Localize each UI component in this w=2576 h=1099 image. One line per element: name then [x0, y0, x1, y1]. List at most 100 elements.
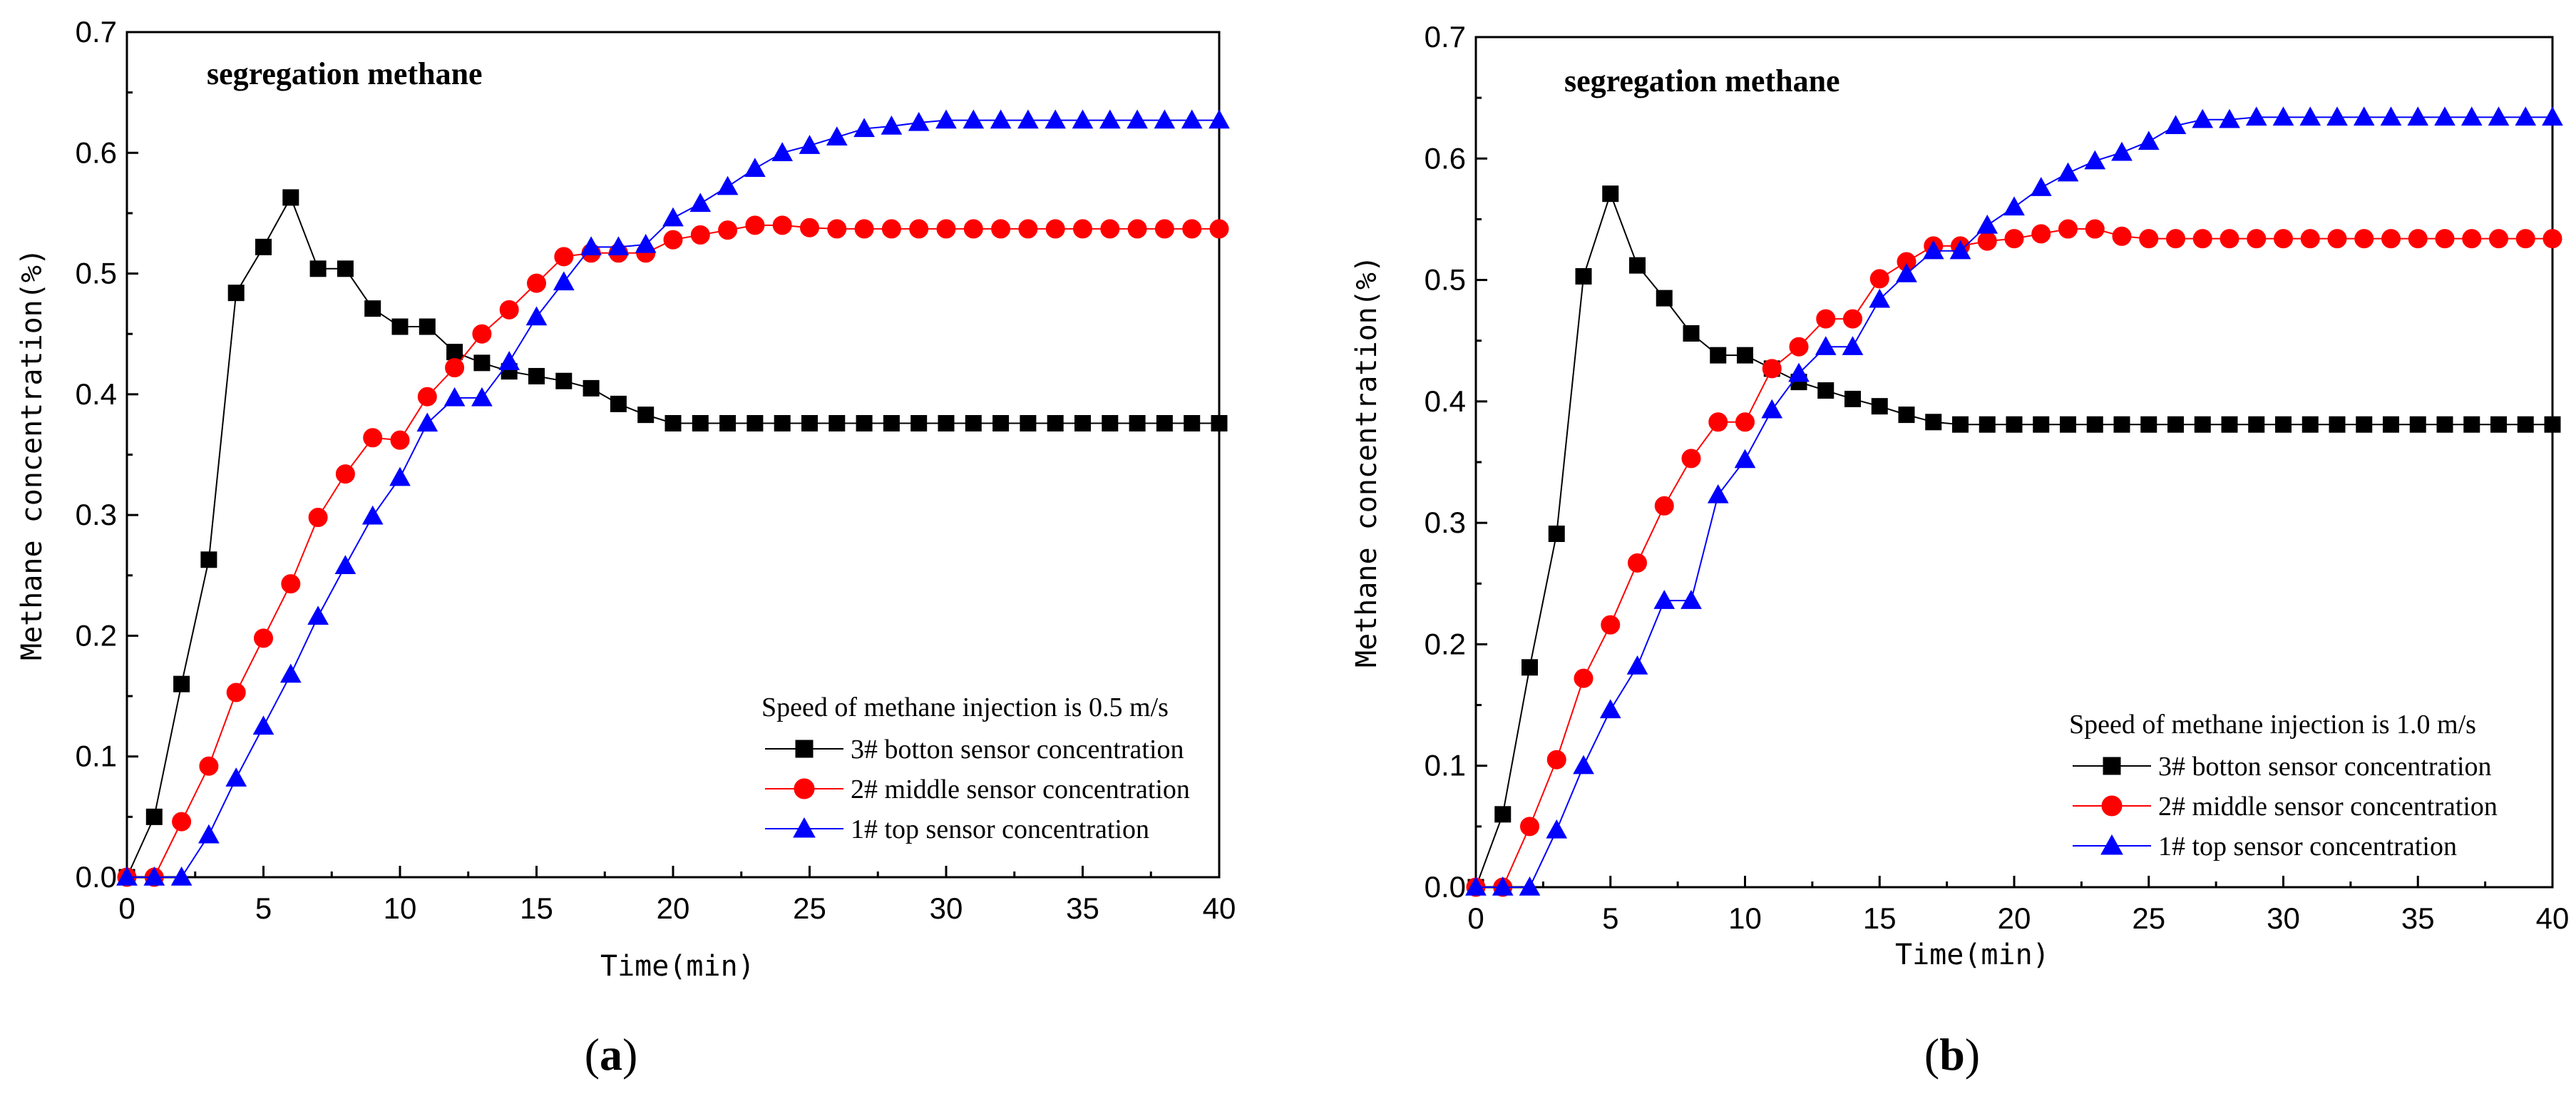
- data-point: [1656, 290, 1673, 307]
- data-point: [1761, 399, 1783, 419]
- data-point: [419, 318, 436, 335]
- data-point: [910, 414, 928, 431]
- data-point: [307, 605, 329, 625]
- legend-title: Speed of methane injection is 1.0 m/s: [2069, 710, 2476, 740]
- data-point: [2462, 229, 2482, 249]
- data-point: [254, 628, 273, 648]
- data-point: [1871, 398, 1888, 415]
- data-point: [771, 142, 794, 161]
- legend-label: 1# top sensor concentration: [2158, 832, 2457, 862]
- data-point: [580, 236, 602, 256]
- data-point: [1653, 590, 1676, 609]
- data-point: [145, 808, 163, 825]
- data-point: [637, 407, 655, 424]
- data-point: [1816, 309, 1836, 329]
- y-tick-label: 0.6: [76, 136, 117, 169]
- x-tick-label: 5: [1602, 901, 1618, 935]
- legend-label: 2# middle sensor concentration: [851, 775, 1190, 804]
- data-point: [2329, 416, 2346, 433]
- data-point: [1127, 109, 1148, 129]
- data-point: [1654, 496, 1674, 516]
- data-point: [745, 215, 765, 235]
- y-tick-label: 0.5: [1425, 263, 1466, 297]
- y-tick-label: 0.5: [76, 257, 117, 290]
- data-point: [143, 866, 165, 886]
- data-point: [744, 158, 766, 177]
- data-point: [1815, 336, 1837, 355]
- data-point: [664, 414, 682, 431]
- chart-panel-a: 0 5 10 15 20 25 30 35 40 0.00.10.20.30.40.50.60.…: [16, 15, 1236, 1080]
- data-point: [1628, 553, 1647, 573]
- data-point: [2544, 416, 2561, 433]
- legend-label: 2# middle sensor concentration: [2158, 792, 2498, 822]
- data-point: [1548, 525, 1565, 542]
- data-point: [2165, 115, 2187, 135]
- data-point: [390, 430, 410, 450]
- data-point: [1602, 185, 1619, 203]
- data-point: [1211, 414, 1228, 431]
- y-tick-label: 0.3: [1425, 506, 1466, 539]
- data-point: [2490, 416, 2507, 433]
- data-point: [774, 414, 791, 431]
- series-triangle: [116, 109, 1230, 886]
- chart-title: segregation methane: [207, 56, 483, 91]
- data-point: [200, 551, 217, 568]
- x-tick-label: 0: [1467, 901, 1484, 935]
- y-tick-label: 0.1: [76, 740, 117, 773]
- data-point: [2006, 416, 2023, 433]
- x-tick-label: 15: [520, 891, 553, 925]
- data-point: [2460, 106, 2483, 126]
- data-point: [2542, 229, 2562, 249]
- legend-item: 2# middle sensor concentration: [765, 775, 1190, 804]
- data-point: [2192, 108, 2214, 128]
- data-point: [1074, 414, 1091, 431]
- panel-label-a: (a): [585, 1029, 638, 1080]
- y-tick-label: 0.7: [1425, 20, 1466, 53]
- x-tick-label: 30: [2267, 901, 2300, 935]
- data-point: [446, 344, 463, 361]
- data-point: [883, 414, 900, 431]
- y-tick-label: 0.4: [1425, 384, 1466, 418]
- data-point: [856, 414, 873, 431]
- data-point: [1896, 263, 1917, 282]
- data-point: [1519, 876, 1541, 896]
- data-point: [1020, 414, 1037, 431]
- data-point: [282, 189, 299, 206]
- x-tick-label: 35: [1066, 891, 1099, 925]
- data-point: [364, 300, 381, 317]
- data-point: [2112, 226, 2132, 246]
- x-tick-labels: 0 5 10 15 20 25 30 35 40: [118, 891, 1236, 925]
- panel-label-b-letter: b: [1939, 1029, 1965, 1080]
- data-point: [1047, 414, 1064, 431]
- data-point: [116, 866, 138, 886]
- series-line: [1475, 191, 2552, 888]
- data-point: [2434, 106, 2456, 126]
- data-point: [2272, 106, 2294, 126]
- data-point: [309, 260, 327, 277]
- data-point: [963, 109, 985, 129]
- data-point: [689, 193, 712, 213]
- data-point: [635, 233, 657, 253]
- data-point: [1017, 109, 1039, 129]
- data-point: [227, 285, 245, 302]
- x-tick-labels: 0 5 10 15 20 25 30 35 40: [1467, 901, 2569, 935]
- data-point: [610, 395, 627, 412]
- data-point: [1018, 219, 1038, 239]
- data-point: [2435, 229, 2455, 249]
- data-point: [2247, 229, 2267, 249]
- x-tick-label: 20: [657, 891, 690, 925]
- tick-marks: [125, 31, 1221, 879]
- data-point: [936, 219, 956, 239]
- data-point: [692, 414, 709, 431]
- data-point: [1710, 347, 1727, 364]
- data-point: [1789, 337, 1809, 357]
- data-point: [2488, 106, 2510, 126]
- data-point: [2436, 416, 2453, 433]
- x-tick-label: 30: [930, 891, 963, 925]
- data-point: [525, 306, 548, 326]
- data-point: [1869, 288, 1891, 308]
- data-point: [2167, 416, 2184, 433]
- data-point: [2192, 229, 2212, 249]
- data-point: [2086, 416, 2103, 433]
- data-point: [1129, 414, 1146, 431]
